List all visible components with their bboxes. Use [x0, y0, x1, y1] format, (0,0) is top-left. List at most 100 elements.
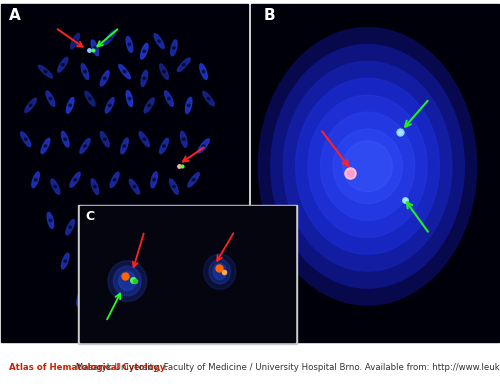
Ellipse shape	[80, 139, 90, 153]
Ellipse shape	[164, 91, 173, 106]
Ellipse shape	[188, 104, 190, 107]
Ellipse shape	[104, 77, 106, 80]
Ellipse shape	[20, 132, 31, 147]
Ellipse shape	[153, 178, 156, 181]
Ellipse shape	[94, 185, 96, 188]
Ellipse shape	[49, 219, 52, 222]
Ellipse shape	[115, 291, 124, 306]
Ellipse shape	[77, 290, 84, 306]
Ellipse shape	[91, 179, 98, 194]
Ellipse shape	[343, 141, 392, 192]
Ellipse shape	[69, 226, 71, 229]
Ellipse shape	[62, 132, 69, 147]
Ellipse shape	[85, 213, 95, 228]
Ellipse shape	[118, 297, 121, 300]
Ellipse shape	[114, 266, 141, 296]
Ellipse shape	[204, 254, 236, 289]
Ellipse shape	[162, 70, 166, 73]
Ellipse shape	[47, 212, 54, 229]
Ellipse shape	[144, 220, 154, 235]
Ellipse shape	[202, 92, 214, 106]
Ellipse shape	[209, 260, 231, 284]
Ellipse shape	[38, 65, 52, 78]
Ellipse shape	[296, 78, 440, 254]
Text: B: B	[264, 8, 275, 23]
Ellipse shape	[84, 70, 86, 73]
Ellipse shape	[141, 70, 148, 86]
Ellipse shape	[162, 267, 166, 269]
Ellipse shape	[44, 145, 47, 147]
Ellipse shape	[320, 112, 414, 220]
Ellipse shape	[34, 178, 37, 181]
Ellipse shape	[54, 185, 56, 188]
Ellipse shape	[70, 33, 80, 49]
Ellipse shape	[106, 219, 114, 235]
Ellipse shape	[51, 179, 60, 194]
Ellipse shape	[46, 91, 55, 106]
Ellipse shape	[113, 178, 116, 181]
Ellipse shape	[258, 28, 476, 305]
Ellipse shape	[143, 50, 146, 52]
Ellipse shape	[108, 104, 111, 107]
Ellipse shape	[74, 178, 76, 181]
Ellipse shape	[192, 178, 195, 181]
Ellipse shape	[62, 64, 64, 66]
Ellipse shape	[64, 138, 66, 140]
Bar	[1, 4, 248, 342]
Ellipse shape	[69, 104, 71, 107]
Ellipse shape	[44, 70, 47, 73]
Ellipse shape	[104, 31, 116, 45]
Ellipse shape	[118, 272, 136, 291]
Ellipse shape	[84, 267, 86, 269]
Bar	[80, 206, 295, 342]
Bar	[0, 0, 500, 15]
Ellipse shape	[119, 64, 130, 79]
Ellipse shape	[308, 95, 427, 237]
Ellipse shape	[108, 261, 146, 301]
Ellipse shape	[202, 70, 205, 73]
Ellipse shape	[166, 212, 172, 229]
Ellipse shape	[88, 97, 92, 100]
Ellipse shape	[160, 138, 168, 154]
Ellipse shape	[133, 185, 136, 188]
Ellipse shape	[128, 219, 131, 222]
Ellipse shape	[88, 219, 92, 222]
Ellipse shape	[178, 58, 190, 71]
Ellipse shape	[123, 267, 126, 269]
Ellipse shape	[100, 132, 109, 147]
Ellipse shape	[143, 77, 146, 80]
Ellipse shape	[70, 172, 80, 187]
Ellipse shape	[62, 253, 69, 269]
Ellipse shape	[188, 173, 200, 187]
Text: C: C	[85, 210, 94, 223]
Ellipse shape	[84, 145, 86, 147]
Ellipse shape	[139, 254, 149, 268]
Ellipse shape	[172, 47, 176, 49]
Ellipse shape	[98, 304, 101, 306]
Ellipse shape	[182, 138, 185, 140]
Bar	[251, 4, 499, 342]
Ellipse shape	[160, 64, 168, 79]
Ellipse shape	[64, 260, 66, 262]
Ellipse shape	[104, 260, 106, 262]
Ellipse shape	[104, 138, 106, 140]
Ellipse shape	[162, 145, 166, 147]
Ellipse shape	[140, 43, 148, 59]
Ellipse shape	[125, 213, 134, 228]
Ellipse shape	[202, 145, 205, 147]
Text: Atlas of Hematological Cytology.: Atlas of Hematological Cytology.	[9, 364, 168, 372]
Ellipse shape	[168, 97, 170, 100]
Ellipse shape	[130, 179, 140, 194]
Ellipse shape	[128, 43, 131, 46]
Ellipse shape	[100, 253, 109, 268]
Ellipse shape	[81, 64, 89, 80]
Ellipse shape	[180, 131, 187, 147]
Ellipse shape	[66, 220, 74, 235]
Ellipse shape	[170, 179, 178, 194]
Ellipse shape	[158, 40, 160, 42]
Ellipse shape	[41, 138, 50, 154]
Ellipse shape	[148, 104, 150, 107]
Ellipse shape	[207, 97, 210, 100]
Ellipse shape	[200, 64, 207, 80]
Ellipse shape	[271, 45, 464, 288]
